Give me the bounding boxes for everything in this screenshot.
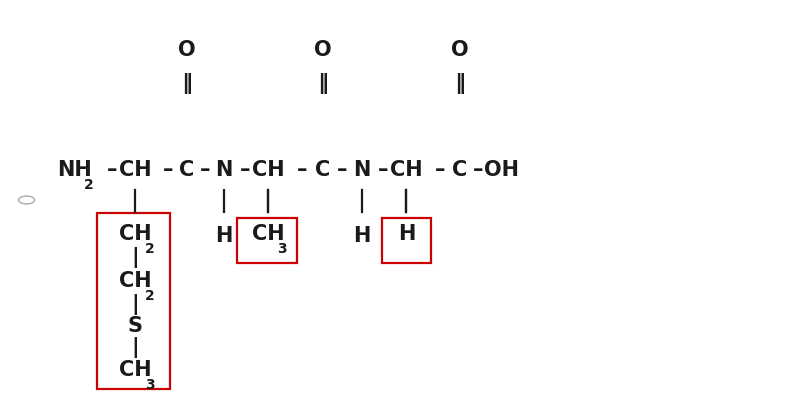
Text: 2: 2 — [145, 242, 154, 256]
Text: –: – — [162, 160, 174, 180]
Text: 2: 2 — [84, 178, 94, 192]
Text: ‖: ‖ — [318, 73, 329, 94]
Text: CH: CH — [119, 271, 152, 291]
Text: –: – — [337, 160, 347, 180]
Text: O: O — [314, 40, 332, 60]
Text: CH: CH — [252, 160, 285, 180]
Text: NH: NH — [57, 160, 92, 180]
Text: |: | — [132, 294, 139, 315]
Text: C: C — [315, 160, 330, 180]
Text: –: – — [200, 160, 210, 180]
Bar — [382, 218, 431, 263]
Text: C: C — [179, 160, 194, 180]
Bar — [97, 213, 170, 388]
Text: –: – — [297, 160, 307, 180]
Text: H: H — [398, 224, 415, 244]
Text: 3: 3 — [145, 378, 154, 392]
Text: CH: CH — [119, 360, 152, 380]
Text: ‖: ‖ — [454, 73, 466, 94]
Text: N: N — [353, 160, 370, 180]
Text: OH: OH — [484, 160, 519, 180]
Text: C: C — [452, 160, 467, 180]
Text: |: | — [132, 338, 139, 358]
Text: CH: CH — [119, 224, 152, 244]
Text: 3: 3 — [278, 242, 287, 256]
Bar — [237, 218, 297, 263]
Text: N: N — [215, 160, 232, 180]
Text: CH: CH — [390, 160, 422, 180]
Text: –: – — [435, 160, 446, 180]
Text: |: | — [132, 247, 139, 268]
Text: –: – — [378, 160, 389, 180]
Text: –: – — [473, 160, 483, 180]
Text: CH: CH — [252, 224, 285, 244]
Text: H: H — [353, 226, 370, 246]
Text: ‖: ‖ — [182, 73, 193, 94]
Text: –: – — [240, 160, 250, 180]
Text: –: – — [107, 160, 118, 180]
Text: 2: 2 — [145, 289, 154, 303]
Text: O: O — [450, 40, 468, 60]
Text: CH: CH — [119, 160, 152, 180]
Text: S: S — [128, 316, 143, 336]
Text: O: O — [178, 40, 196, 60]
Text: H: H — [215, 226, 232, 246]
